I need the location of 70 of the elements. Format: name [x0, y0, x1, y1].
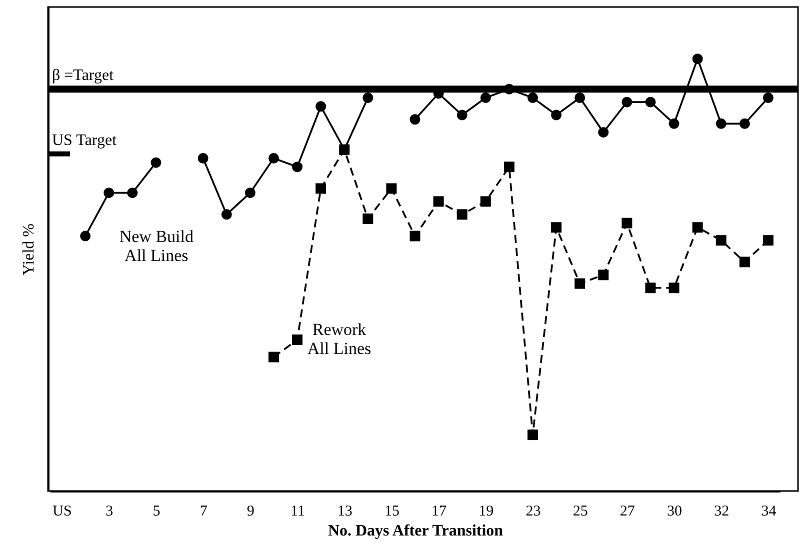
point — [292, 162, 302, 172]
point — [622, 96, 632, 108]
x-tick-label: 23 — [526, 504, 541, 520]
point — [362, 214, 374, 224]
point — [316, 183, 326, 194]
point — [244, 188, 256, 198]
point — [456, 110, 468, 120]
x-tick-label: 7 — [200, 504, 208, 520]
x-axis-title: No. Days After Transition — [328, 522, 504, 540]
x-tick-label: 17 — [432, 504, 448, 520]
point — [80, 230, 91, 242]
point — [316, 101, 326, 112]
point — [268, 153, 279, 164]
point — [386, 183, 397, 194]
point — [433, 196, 444, 207]
point — [268, 352, 279, 362]
point — [528, 92, 538, 103]
x-tick-label: 19 — [478, 504, 494, 520]
point — [551, 110, 562, 120]
point — [410, 230, 420, 242]
x-tick-label: 13 — [337, 504, 352, 520]
point — [762, 92, 774, 103]
point — [598, 270, 609, 280]
point — [762, 235, 774, 246]
point — [480, 92, 491, 103]
point — [480, 196, 491, 207]
point — [645, 282, 656, 294]
point — [104, 188, 114, 198]
point — [668, 118, 680, 129]
x-tick-label: 30 — [667, 504, 682, 520]
point — [551, 222, 562, 233]
point — [504, 162, 514, 172]
y-axis-title: Yield % — [20, 224, 38, 276]
point — [150, 157, 162, 168]
x-tick-label: 9 — [246, 504, 254, 520]
point — [668, 282, 680, 294]
x-tick-label: 3 — [106, 504, 114, 520]
point — [339, 144, 350, 155]
series-label: New Build All Lines — [119, 226, 194, 265]
point — [645, 96, 656, 108]
point — [739, 118, 750, 129]
x-tick-label: 5 — [152, 504, 160, 520]
x-tick-label: 34 — [761, 504, 777, 520]
point — [410, 114, 420, 125]
ref-line-label: US Target — [52, 132, 118, 149]
point — [198, 153, 208, 164]
point — [528, 430, 538, 440]
point — [221, 209, 232, 220]
point — [622, 218, 632, 228]
point — [574, 278, 586, 289]
point — [692, 222, 703, 233]
series-label: Rework All Lines — [307, 320, 372, 358]
x-tick-label: US — [52, 504, 72, 520]
point — [716, 235, 726, 246]
x-tick-label: 11 — [290, 504, 305, 520]
ref-line-label: β =Target — [52, 67, 114, 84]
x-tick-label: 27 — [620, 504, 636, 520]
point — [504, 84, 514, 94]
point — [716, 118, 726, 129]
x-tick-label: 15 — [384, 504, 400, 520]
point — [127, 188, 138, 198]
point — [292, 334, 302, 345]
point — [598, 127, 609, 138]
x-tick-label: 25 — [572, 504, 588, 520]
point — [456, 209, 468, 220]
point — [362, 92, 374, 103]
point — [692, 54, 703, 64]
x-tick-label: 32 — [714, 504, 730, 520]
point — [574, 92, 586, 103]
point — [739, 256, 750, 268]
